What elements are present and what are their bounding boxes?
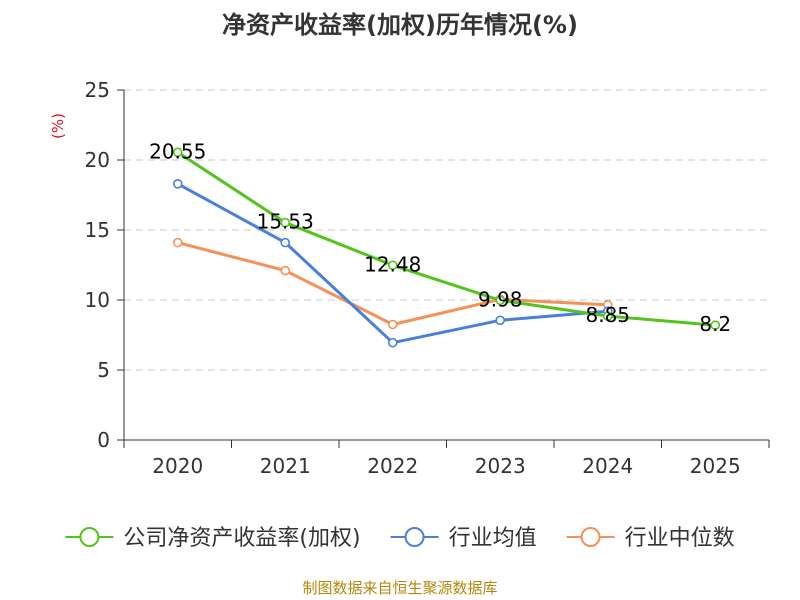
- legend-item: 行业均值: [390, 526, 537, 551]
- data-label: 12.48: [364, 252, 421, 276]
- y-tick-label: 25: [85, 78, 110, 102]
- data-point: [495, 295, 506, 306]
- x-tick-label: 2025: [690, 454, 741, 478]
- x-tick-label: 2023: [475, 454, 526, 478]
- data-label: 20.55: [149, 139, 206, 163]
- data-point: [280, 217, 291, 228]
- data-point: [172, 147, 183, 158]
- series-layer: [172, 147, 721, 348]
- y-tick-label: 0: [97, 428, 110, 452]
- data-label: 8.85: [585, 303, 630, 327]
- data-label: 15.53: [257, 210, 314, 234]
- series-0: [172, 147, 721, 331]
- x-tick-label: 2022: [367, 454, 418, 478]
- legend-item: 公司净资产收益率(加权): [65, 526, 361, 551]
- data-point: [280, 237, 291, 248]
- x-tick-label: 2021: [260, 454, 311, 478]
- data-label: 8.2: [699, 312, 731, 336]
- legend-marker: [79, 527, 100, 547]
- x-tick-label: 2020: [152, 454, 203, 478]
- legend-marker: [404, 527, 425, 547]
- legend: 公司净资产收益率(加权) 行业均值 行业中位数: [65, 526, 735, 551]
- legend-label: 公司净资产收益率(加权): [123, 526, 360, 551]
- data-point: [387, 260, 398, 271]
- chart-title: 净资产收益率(加权)历年情况(%): [222, 11, 578, 39]
- data-point: [280, 265, 291, 276]
- legend-marker: [580, 527, 601, 547]
- y-tick-label: 15: [85, 218, 110, 242]
- source-note: 制图数据来自恒生聚源数据库: [302, 579, 497, 597]
- x-tick-label: 2024: [582, 454, 633, 478]
- y-axis-label: (%): [49, 113, 67, 139]
- series-line: [176, 151, 716, 327]
- legend-label: 行业中位数: [625, 526, 735, 551]
- data-point: [387, 319, 398, 330]
- data-point: [495, 315, 506, 326]
- data-point: [710, 320, 721, 331]
- data-point: [172, 237, 183, 248]
- y-tick-label: 20: [85, 148, 110, 172]
- data-point: [602, 311, 613, 321]
- legend-label: 行业均值: [449, 526, 537, 551]
- data-point: [387, 337, 398, 348]
- legend-item: 行业中位数: [566, 526, 735, 551]
- data-label: 9.98: [478, 287, 523, 311]
- data-point: [172, 179, 183, 189]
- y-tick-label: 5: [97, 358, 110, 382]
- y-tick-label: 10: [85, 288, 110, 312]
- data-labels: 20.55 15.53 12.48 9.98 8.85 8.2: [149, 139, 731, 336]
- grid-lines: [124, 89, 769, 371]
